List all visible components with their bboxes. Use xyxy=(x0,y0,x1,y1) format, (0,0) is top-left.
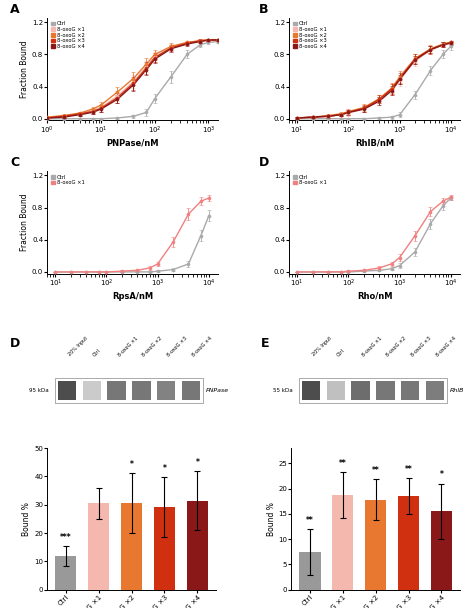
Text: ***: *** xyxy=(60,533,72,542)
Text: **: ** xyxy=(339,459,346,468)
Bar xyxy=(132,381,151,400)
Text: Ctrl: Ctrl xyxy=(336,348,346,358)
Bar xyxy=(365,500,386,590)
Bar xyxy=(351,381,370,400)
Text: 95 kDa: 95 kDa xyxy=(29,388,49,393)
Text: 8-oxoG ×4: 8-oxoG ×4 xyxy=(435,336,457,358)
Text: **: ** xyxy=(306,516,314,525)
Y-axis label: Bound %: Bound % xyxy=(22,502,31,536)
Bar xyxy=(401,381,419,400)
Bar xyxy=(299,552,320,590)
Text: **: ** xyxy=(405,465,412,474)
Bar xyxy=(88,503,109,590)
Text: *: * xyxy=(195,458,199,466)
Text: **: ** xyxy=(372,466,380,475)
Bar xyxy=(55,556,76,590)
Text: *: * xyxy=(163,464,166,473)
Legend: Ctrl, 8-oxoG ×1, 8-oxoG ×2, 8-oxoG ×3, 8-oxoG ×4: Ctrl, 8-oxoG ×1, 8-oxoG ×2, 8-oxoG ×3, 8… xyxy=(292,21,327,49)
Legend: Ctrl, 8-oxoG ×1, 8-oxoG ×2, 8-oxoG ×3, 8-oxoG ×4: Ctrl, 8-oxoG ×1, 8-oxoG ×2, 8-oxoG ×3, 8… xyxy=(50,21,85,49)
Bar xyxy=(398,496,419,590)
Bar xyxy=(187,500,208,590)
Text: 8-oxoG ×4: 8-oxoG ×4 xyxy=(191,336,213,358)
Bar xyxy=(182,381,200,400)
Y-axis label: Bound %: Bound % xyxy=(266,502,275,536)
Text: 8-oxoG ×2: 8-oxoG ×2 xyxy=(385,336,408,358)
Text: D: D xyxy=(10,337,21,350)
Text: 20% Input: 20% Input xyxy=(67,336,89,358)
X-axis label: PNPase/nM: PNPase/nM xyxy=(106,139,159,148)
Legend: Ctrl, 8-oxoG ×1: Ctrl, 8-oxoG ×1 xyxy=(50,174,85,186)
Text: 55 kDa: 55 kDa xyxy=(273,388,293,393)
X-axis label: RhlB/nM: RhlB/nM xyxy=(355,139,394,148)
Text: 8-oxoG ×3: 8-oxoG ×3 xyxy=(166,336,188,358)
Bar xyxy=(157,381,175,400)
Bar xyxy=(299,378,447,403)
Text: RhlB: RhlB xyxy=(450,388,464,393)
Text: *: * xyxy=(129,460,134,469)
Bar xyxy=(121,503,142,590)
Text: 8-oxoG ×3: 8-oxoG ×3 xyxy=(410,336,432,358)
Y-axis label: Fraction Bound: Fraction Bound xyxy=(20,194,29,251)
Text: C: C xyxy=(10,156,19,170)
Bar xyxy=(327,381,345,400)
Bar xyxy=(426,381,444,400)
Bar xyxy=(154,506,175,590)
Text: PNPase: PNPase xyxy=(206,388,229,393)
Y-axis label: Fraction Bound: Fraction Bound xyxy=(20,41,29,98)
Text: 8-oxoG ×2: 8-oxoG ×2 xyxy=(141,336,164,358)
Text: 20% Input: 20% Input xyxy=(311,336,333,358)
X-axis label: Rho/nM: Rho/nM xyxy=(357,292,392,301)
Text: *: * xyxy=(439,470,443,479)
X-axis label: RpsA/nM: RpsA/nM xyxy=(112,292,153,301)
Text: A: A xyxy=(10,3,19,16)
Bar xyxy=(302,381,320,400)
Bar xyxy=(82,381,101,400)
Bar xyxy=(55,378,203,403)
Bar xyxy=(332,495,354,590)
Text: 8-oxoG ×1: 8-oxoG ×1 xyxy=(117,336,139,358)
Bar xyxy=(431,511,452,590)
Text: E: E xyxy=(261,337,270,350)
Bar xyxy=(58,381,76,400)
Bar xyxy=(107,381,126,400)
Bar xyxy=(376,381,395,400)
Text: D: D xyxy=(259,156,269,170)
Text: B: B xyxy=(259,3,268,16)
Text: 8-oxoG ×1: 8-oxoG ×1 xyxy=(361,336,383,358)
Text: Ctrl: Ctrl xyxy=(92,348,102,358)
Legend: Ctrl, 8-oxoG ×1: Ctrl, 8-oxoG ×1 xyxy=(292,174,327,186)
